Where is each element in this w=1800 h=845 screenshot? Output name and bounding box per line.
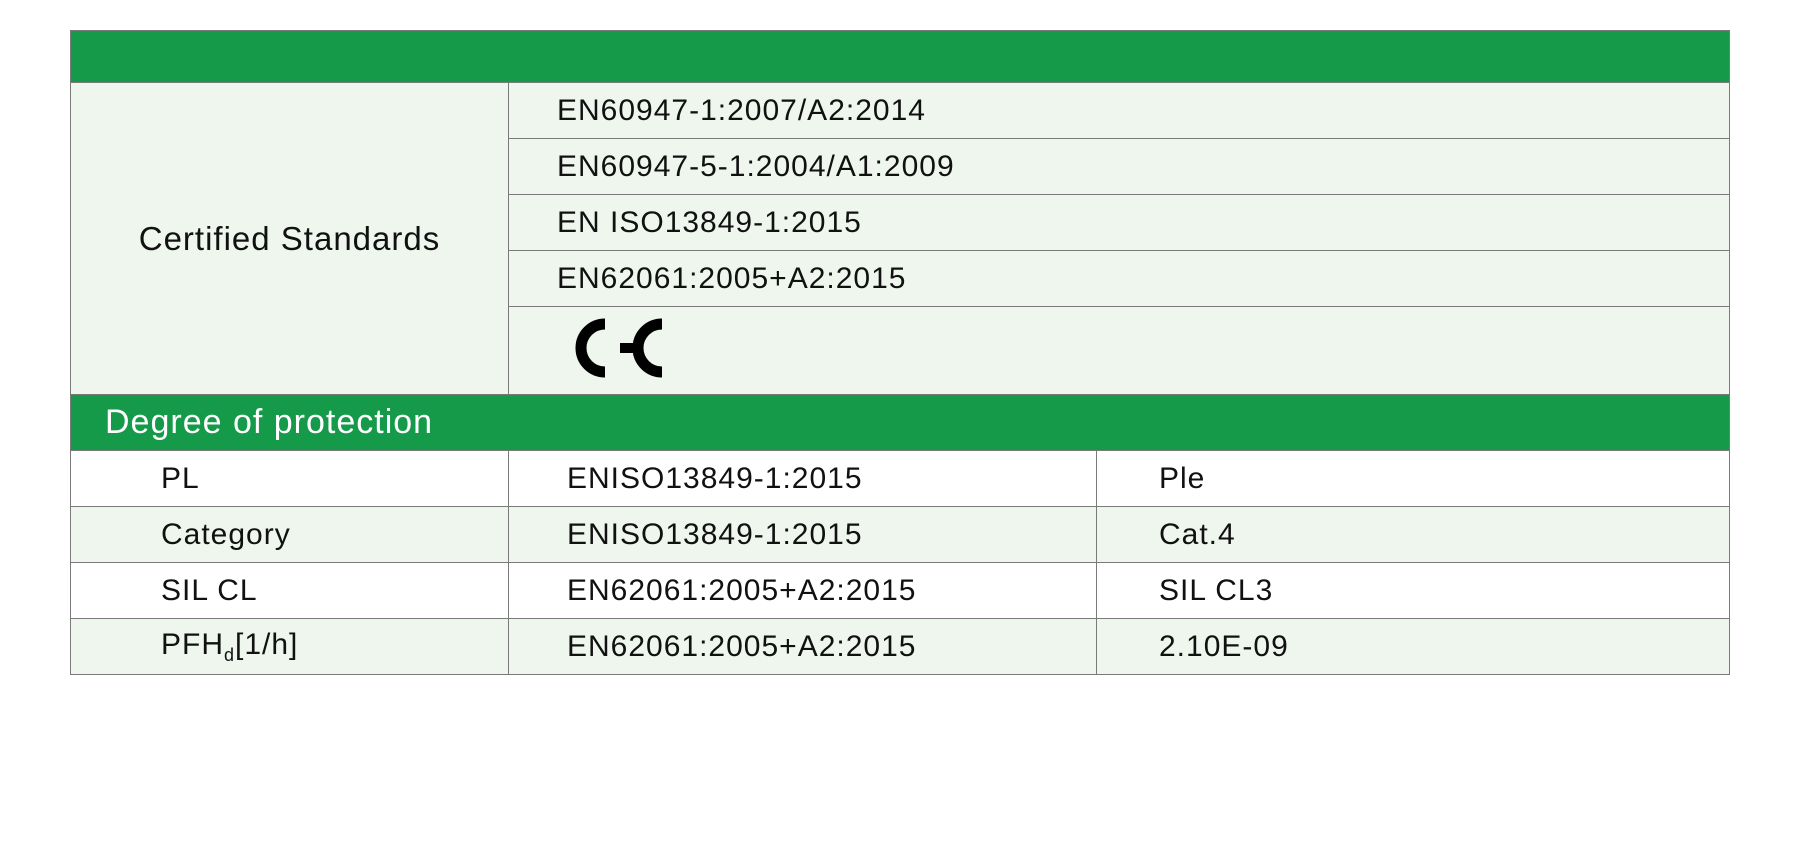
protection-row-3: PFHd[1/h] EN62061:2005+A2:2015 2.10E-09 [71,619,1730,675]
top-green-bar [71,31,1730,83]
standard-0: EN60947-1:2007/A2:2014 [509,83,1730,139]
standard-1: EN60947-5-1:2004/A1:2009 [509,139,1730,195]
ce-mark-cell [509,307,1730,395]
value-2: SIL CL3 [1097,563,1730,619]
standard-ref-1: ENISO13849-1:2015 [509,507,1097,563]
param-3: PFHd[1/h] [71,619,509,675]
protection-row-1: Category ENISO13849-1:2015 Cat.4 [71,507,1730,563]
standard-ref-2: EN62061:2005+A2:2015 [509,563,1097,619]
param-0: PL [71,451,509,507]
standard-3: EN62061:2005+A2:2015 [509,251,1730,307]
protection-header-row: Degree of protection [71,395,1730,451]
spec-table: Certified Standards EN60947-1:2007/A2:20… [70,30,1730,675]
param-1: Category [71,507,509,563]
param-3-suffix: d [224,645,235,665]
ce-mark-icon [557,318,677,378]
param-3-unit: [1/h] [235,628,298,661]
standard-ref-3: EN62061:2005+A2:2015 [509,619,1097,675]
certified-standards-label: Certified Standards [71,83,509,395]
value-1: Cat.4 [1097,507,1730,563]
standard-ref-0: ENISO13849-1:2015 [509,451,1097,507]
protection-row-0: PL ENISO13849-1:2015 Ple [71,451,1730,507]
protection-header: Degree of protection [71,395,1730,451]
value-3: 2.10E-09 [1097,619,1730,675]
value-0: Ple [1097,451,1730,507]
param-3-base: PFH [161,628,224,661]
standards-row-0: Certified Standards EN60947-1:2007/A2:20… [71,83,1730,139]
standard-2: EN ISO13849-1:2015 [509,195,1730,251]
protection-row-2: SIL CL EN62061:2005+A2:2015 SIL CL3 [71,563,1730,619]
top-green-bar-row [71,31,1730,83]
param-2: SIL CL [71,563,509,619]
